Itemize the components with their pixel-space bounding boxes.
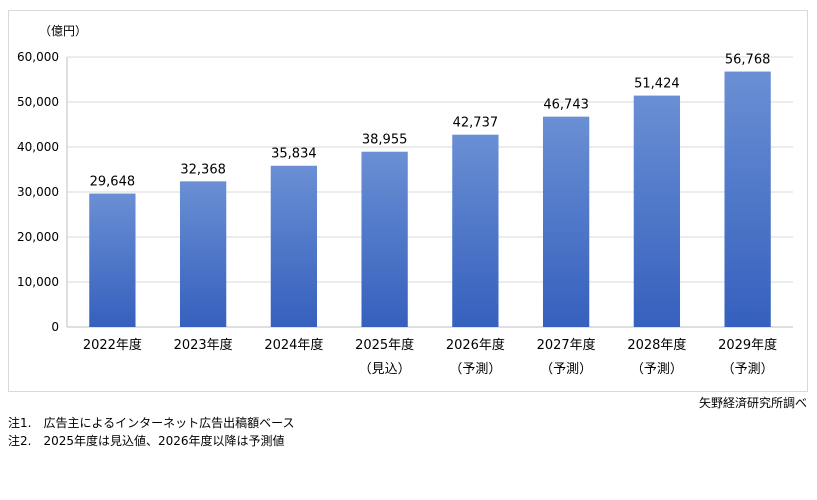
bar bbox=[633, 95, 681, 327]
y-tick-label: 0 bbox=[51, 320, 59, 334]
x-tick-sublabel: （予測） bbox=[449, 362, 501, 377]
y-tick-label: 40,000 bbox=[17, 140, 59, 154]
data-label: 56,768 bbox=[725, 53, 771, 68]
y-tick-label: 30,000 bbox=[17, 185, 59, 199]
bar bbox=[179, 181, 227, 327]
data-label: 42,737 bbox=[453, 116, 499, 131]
x-tick-label: 2026年度 bbox=[446, 337, 505, 353]
footnote-1: 注1. 広告主によるインターネット広告出稿額ベース bbox=[8, 416, 295, 430]
data-label: 35,834 bbox=[271, 147, 317, 162]
data-label: 51,424 bbox=[634, 77, 680, 92]
x-tick-sublabel: （見込） bbox=[359, 362, 411, 377]
bar bbox=[89, 193, 136, 327]
x-tick-label: 2022年度 bbox=[83, 337, 142, 353]
y-tick-label: 50,000 bbox=[17, 95, 59, 109]
y-axis-unit-label: （億円） bbox=[39, 24, 87, 38]
footnote-2: 注2. 2025年度は見込値、2026年度以降は予測値 bbox=[8, 434, 285, 448]
data-label: 32,368 bbox=[180, 162, 226, 177]
x-tick-label: 2024年度 bbox=[264, 337, 323, 353]
source-credit: 矢野経済研究所調べ bbox=[698, 396, 807, 410]
bar bbox=[724, 71, 771, 327]
x-tick-sublabel: （予測） bbox=[631, 362, 683, 377]
bar-chart: （億円） 0 10,000 20,000 30,000 40,000 50,000 60,0… bbox=[17, 24, 793, 377]
bar bbox=[361, 151, 408, 327]
data-label: 38,955 bbox=[362, 133, 408, 148]
x-tick-label: 2027年度 bbox=[537, 337, 596, 353]
bar bbox=[542, 116, 590, 328]
x-tick-label: 2023年度 bbox=[174, 337, 233, 353]
x-tick-label: 2025年度 bbox=[355, 337, 414, 353]
chart-frame: （億円） 0 10,000 20,000 30,000 40,000 50,000 60,0… bbox=[8, 10, 808, 392]
bar bbox=[452, 134, 499, 327]
y-tick-label: 10,000 bbox=[17, 275, 59, 289]
x-tick-sublabel: （予測） bbox=[540, 362, 592, 377]
data-label: 46,743 bbox=[543, 98, 589, 113]
data-label: 29,648 bbox=[90, 175, 136, 190]
x-tick-sublabel: （予測） bbox=[722, 362, 774, 377]
x-tick-label: 2029年度 bbox=[718, 337, 777, 353]
bar bbox=[270, 165, 318, 327]
y-tick-label: 60,000 bbox=[17, 50, 59, 64]
x-tick-label: 2028年度 bbox=[627, 337, 686, 353]
y-tick-label: 20,000 bbox=[17, 230, 59, 244]
